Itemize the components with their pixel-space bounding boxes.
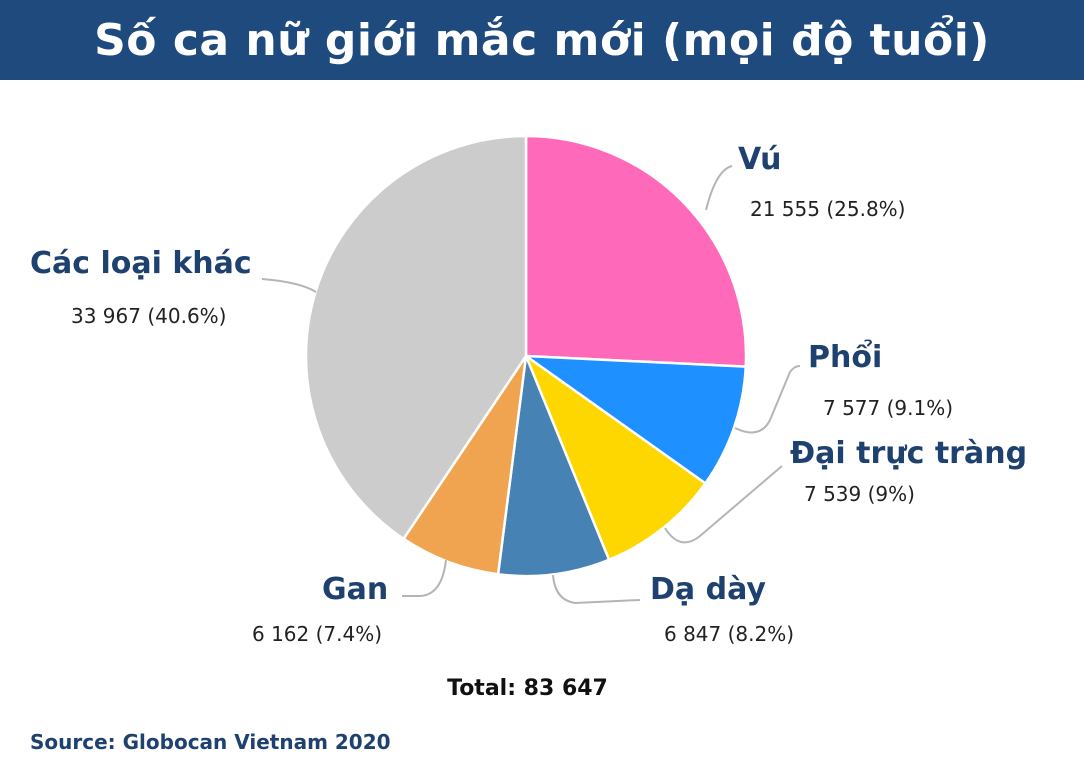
- pie-slice-vu: [524, 134, 748, 368]
- label-vu-name: Vú: [738, 142, 782, 177]
- label-khac-value: 33 967 (40.6%): [71, 304, 227, 328]
- label-khac-name: Các loại khác: [30, 246, 252, 281]
- label-dai-truc-trang-name: Đại trực tràng: [790, 436, 1028, 471]
- leader-line-da-day: [552, 574, 641, 605]
- leader-line-vu: [705, 165, 733, 211]
- pie-slices: [304, 134, 748, 578]
- pie-slice-dai-truc-trang: [523, 352, 708, 562]
- chart-title: Số ca nữ giới mắc mới (mọi độ tuổi): [94, 14, 990, 66]
- source-note: Source: Globocan Vietnam 2020: [30, 730, 391, 754]
- pie-slice-gan: [401, 355, 528, 576]
- leader-line-dai-truc-trang: [664, 465, 783, 544]
- label-phoi-value: 7 577 (9.1%): [823, 396, 954, 420]
- total-annotation: Total: 83 647: [447, 676, 608, 701]
- pie-slice-da-day: [496, 351, 611, 578]
- leader-line-phoi: [734, 365, 801, 434]
- label-vu-value: 21 555 (25.8%): [750, 197, 906, 221]
- pie-slice-phoi: [521, 354, 748, 486]
- label-da-day-value: 6 847 (8.2%): [664, 622, 795, 646]
- label-gan-name: Gan: [322, 572, 389, 607]
- label-da-day-name: Dạ dày: [650, 572, 766, 607]
- leader-lines: [261, 165, 801, 605]
- leader-line-gan: [402, 559, 447, 597]
- label-gan-value: 6 162 (7.4%): [252, 622, 383, 646]
- label-dai-truc-trang-value: 7 539 (9%): [804, 482, 915, 506]
- leader-line-khac: [261, 278, 317, 293]
- label-phoi-name: Phổi: [808, 340, 883, 375]
- title-banner: Số ca nữ giới mắc mới (mọi độ tuổi): [0, 0, 1084, 80]
